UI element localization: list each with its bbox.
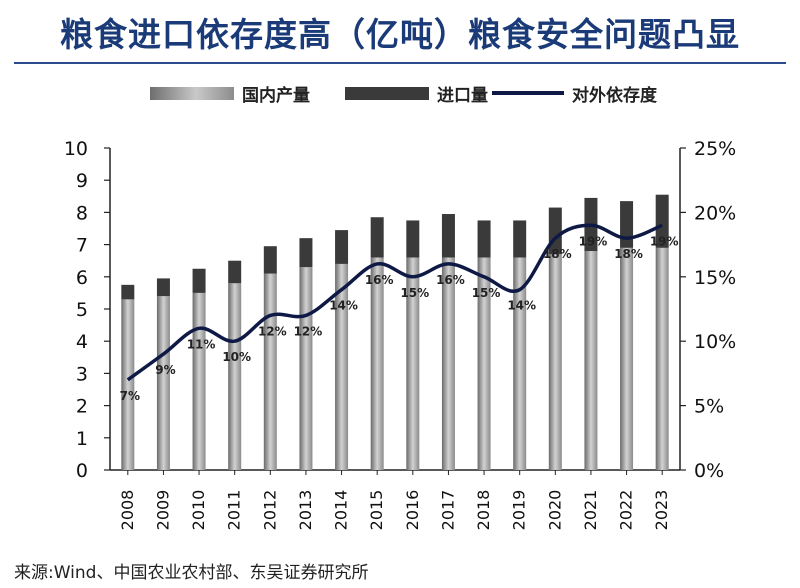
dependence-data-label: 19% — [579, 234, 608, 248]
dependence-data-label: 16% — [365, 273, 394, 287]
bar-import — [156, 278, 170, 297]
bar-import — [620, 201, 634, 248]
bar-domestic — [299, 267, 313, 470]
bar-domestic — [441, 257, 455, 470]
x-tick-label: 2020 — [545, 490, 564, 531]
x-tick-label: 2011 — [225, 490, 244, 531]
y-left-tick-label: 3 — [76, 363, 88, 385]
y-left-tick-label: 5 — [76, 299, 88, 321]
legend-swatch-domestic — [150, 86, 234, 100]
y-left-tick-label: 1 — [76, 428, 88, 450]
legend-swatch-dependence — [492, 91, 564, 95]
x-tick-label: 2019 — [510, 490, 529, 531]
bar-import — [228, 260, 242, 284]
dependence-data-label: 15% — [400, 286, 429, 300]
bar-domestic — [584, 251, 598, 470]
bar-domestic — [513, 257, 527, 470]
dependence-data-label: 18% — [614, 247, 643, 261]
bar-import — [121, 284, 135, 300]
x-tick-label: 2022 — [617, 490, 636, 531]
dependence-data-label: 12% — [258, 324, 287, 338]
bar-import — [655, 194, 669, 248]
bar-domestic — [228, 283, 242, 470]
bar-import — [299, 238, 313, 268]
y-left-tick-label: 9 — [76, 170, 88, 192]
bar-domestic — [406, 257, 420, 470]
x-tick-label: 2017 — [438, 490, 457, 531]
x-tick-label: 2021 — [581, 490, 600, 531]
dependence-data-label: 9% — [155, 363, 175, 377]
legend: 国内产量 进口量 对外依存度 — [0, 80, 800, 106]
x-tick-label: 2009 — [153, 490, 172, 531]
bar-import — [370, 217, 384, 258]
y-right-tick-label: 25% — [694, 138, 736, 160]
x-tick-label: 2010 — [189, 490, 208, 531]
dependence-data-label: 12% — [294, 324, 323, 338]
x-tick-label: 2015 — [367, 490, 386, 531]
dependence-data-label: 11% — [187, 337, 216, 351]
y-right-tick-label: 20% — [694, 202, 736, 224]
y-left-tick-label: 0 — [76, 460, 88, 482]
legend-item-dependence: 对外依存度 — [492, 80, 657, 106]
bar-domestic — [335, 263, 349, 470]
bar-domestic — [655, 247, 669, 470]
bar-import — [441, 214, 455, 258]
x-tick-label: 2008 — [118, 490, 137, 531]
y-right-tick-label: 15% — [694, 267, 736, 289]
y-right-tick-label: 5% — [694, 396, 724, 418]
y-right-tick-label: 0% — [694, 460, 724, 482]
source-note: 来源:Wind、中国农业农村部、东吴证券研究所 — [14, 563, 369, 583]
x-tick-label: 2023 — [652, 490, 671, 531]
bar-import — [513, 220, 527, 258]
bar-domestic — [121, 299, 135, 470]
x-tick-label: 2013 — [296, 490, 315, 531]
bar-domestic — [477, 257, 491, 470]
y-left-tick-label: 10 — [64, 138, 88, 160]
dependence-data-label: 16% — [436, 273, 465, 287]
bar-import — [335, 230, 349, 264]
bar-domestic — [370, 257, 384, 470]
dependence-data-label: 7% — [120, 389, 140, 403]
chart-title: 粮食进口依存度高（亿吨）粮食安全问题凸显 — [60, 15, 740, 54]
x-tick-label: 2014 — [332, 490, 351, 531]
legend-label-domestic: 国内产量 — [242, 85, 310, 106]
y-left-tick-label: 8 — [76, 202, 88, 224]
dependence-data-label: 14% — [329, 299, 358, 313]
bar-domestic — [620, 247, 634, 470]
y-right-tick-label: 10% — [694, 331, 736, 353]
y-left-tick-label: 2 — [76, 396, 88, 418]
legend-label-dependence: 对外依存度 — [572, 85, 657, 106]
legend-label-import: 进口量 — [437, 85, 488, 106]
dependence-line — [126, 223, 663, 382]
bar-import — [192, 268, 206, 293]
x-tick-label: 2012 — [260, 490, 279, 531]
bar-import — [477, 220, 491, 258]
y-left-tick-label: 6 — [76, 267, 88, 289]
bar-import — [263, 246, 277, 274]
y-left-tick-label: 7 — [76, 235, 88, 257]
bar-domestic — [192, 292, 206, 470]
legend-item-domestic: 国内产量 — [150, 80, 310, 106]
dependence-data-label: 18% — [543, 247, 572, 261]
dependence-data-label: 19% — [650, 234, 679, 248]
y-left-tick-label: 4 — [76, 331, 88, 353]
x-tick-label: 2016 — [403, 490, 422, 531]
bar-domestic — [548, 254, 562, 470]
bar-domestic — [263, 273, 277, 470]
dependence-data-label: 14% — [507, 299, 536, 313]
title-underline — [14, 62, 786, 64]
legend-swatch-import — [345, 86, 429, 100]
x-tick-label: 2018 — [474, 490, 493, 531]
bar-import — [406, 220, 420, 258]
bar-domestic — [156, 296, 170, 470]
dependence-data-label: 10% — [222, 350, 251, 364]
legend-item-import: 进口量 — [345, 80, 488, 106]
dependence-data-label: 15% — [472, 286, 501, 300]
